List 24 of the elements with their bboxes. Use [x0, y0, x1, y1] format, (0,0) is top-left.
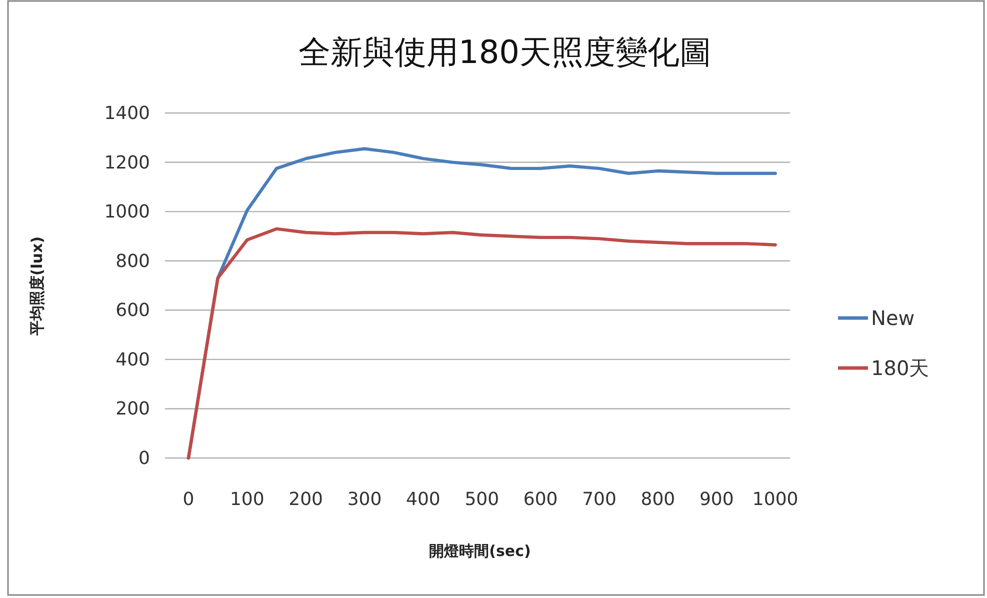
y-tick-label: 400 [116, 349, 150, 370]
x-tick-label: 1000 [752, 489, 798, 510]
x-tick-label: 400 [406, 489, 440, 510]
chart-title: 全新與使用180天照度變化圖 [298, 33, 712, 71]
y-tick-label: 1400 [104, 103, 150, 124]
x-tick-label: 500 [464, 489, 500, 510]
x-tick-label: 700 [582, 489, 616, 510]
x-tick-label: 100 [230, 489, 264, 510]
y-tick-label: 0 [138, 448, 150, 469]
x-tick-label: 0 [182, 489, 194, 510]
y-tick-label: 600 [116, 300, 150, 322]
x-tick-label: 800 [640, 489, 676, 510]
legend-label: 180天 [871, 356, 930, 380]
x-tick-label: 600 [523, 489, 558, 510]
x-tick-label: 200 [288, 489, 324, 510]
y-tick-label: 200 [116, 398, 150, 420]
x-tick-label: 900 [699, 489, 734, 510]
x-axis-title: 開燈時間(sec) [429, 542, 531, 560]
y-tick-label: 1200 [104, 152, 150, 174]
legend-label: New [871, 306, 915, 330]
x-tick-label: 300 [347, 489, 382, 510]
y-tick-label: 800 [116, 250, 150, 272]
y-axis-title: 平均照度(lux) [28, 236, 46, 337]
y-tick-label: 1000 [104, 202, 150, 223]
